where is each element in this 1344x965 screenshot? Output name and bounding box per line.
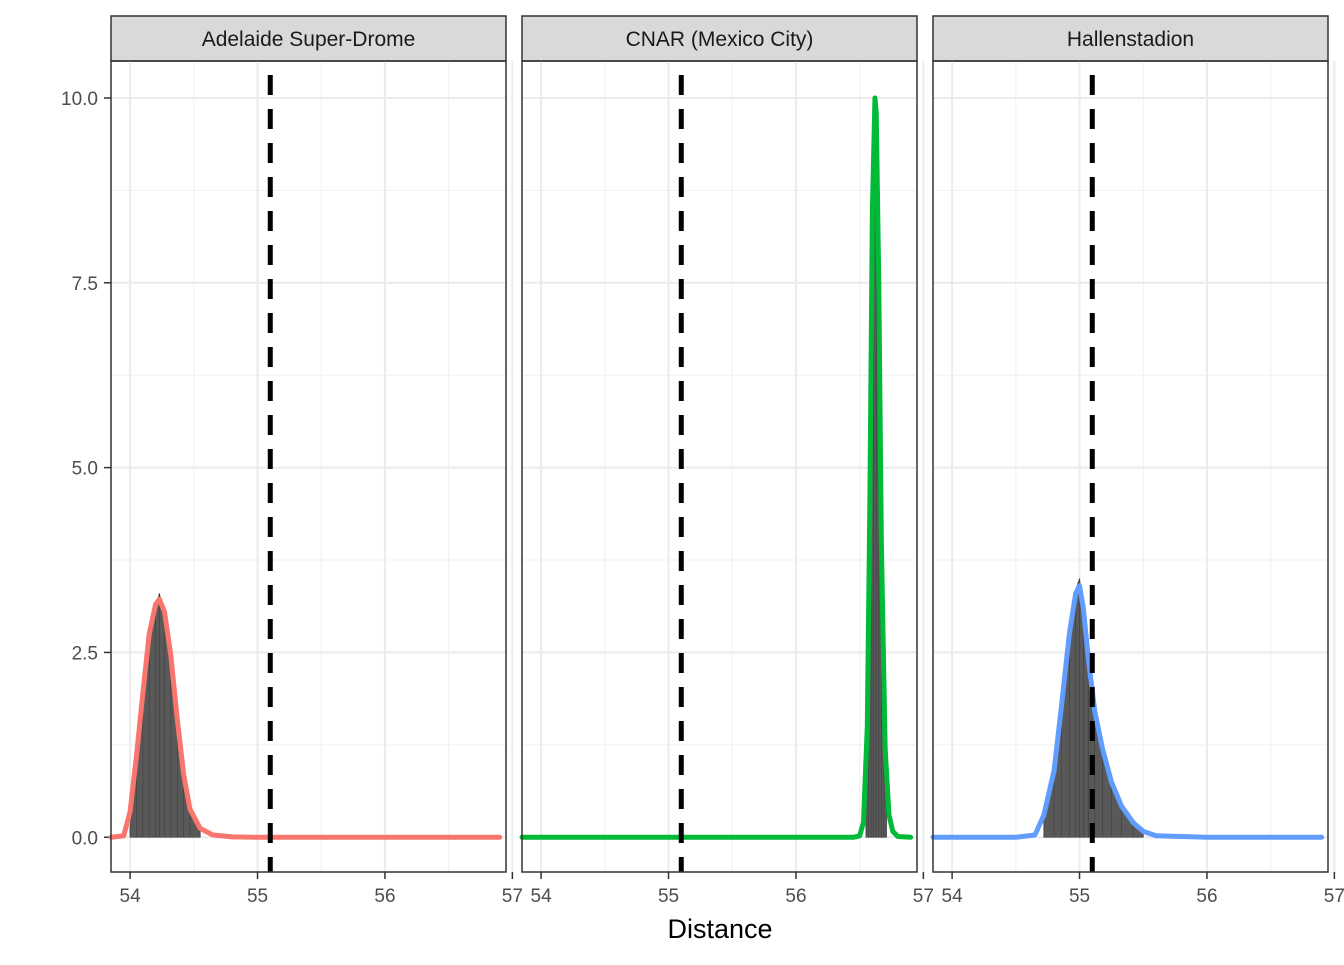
x-tick-label-1-0: 54 bbox=[531, 886, 553, 907]
x-axis-title: Distance bbox=[667, 914, 772, 944]
density-point-1-13 bbox=[878, 282, 879, 283]
y-tick-label-0: 0.0 bbox=[72, 828, 98, 849]
x-tick-label-1-1: 55 bbox=[658, 886, 679, 907]
density-point-2-16 bbox=[1133, 822, 1134, 823]
y-tick-label-1: 2.5 bbox=[72, 643, 98, 664]
x-tick-label-2-0: 54 bbox=[942, 886, 964, 907]
density-point-2-15 bbox=[1121, 806, 1122, 807]
density-point-1-14 bbox=[881, 541, 882, 542]
facet-panel-0: Adelaide Super-Drome 54 55 56 57 bbox=[111, 16, 523, 907]
y-tick-label-2: 5.0 bbox=[72, 459, 98, 480]
density-curve-2 bbox=[933, 586, 1322, 837]
density-point-1-15 bbox=[885, 748, 886, 749]
density-point-1-10 bbox=[872, 208, 873, 209]
density-point-1-2 bbox=[668, 837, 669, 838]
density-point-2-14 bbox=[1111, 781, 1112, 782]
x-tick-label-2-3: 57 bbox=[1324, 886, 1344, 907]
density-point-1-3 bbox=[732, 837, 733, 838]
x-tick-label-1-3: 57 bbox=[913, 886, 934, 907]
x-tick-label-0-3: 57 bbox=[502, 886, 523, 907]
density-point-2-2 bbox=[1015, 837, 1016, 838]
density-point-1-4 bbox=[795, 837, 796, 838]
facet-panel-2: Hallenstadion 54 55 56 57 bbox=[933, 16, 1344, 907]
density-point-0-18 bbox=[384, 837, 385, 838]
density-point-1-1 bbox=[604, 837, 605, 838]
density-point-0-11 bbox=[183, 774, 184, 775]
density-point-0-7 bbox=[159, 599, 160, 600]
density-point-0-3 bbox=[136, 755, 137, 756]
facet-title-0: Adelaide Super-Drome bbox=[202, 28, 416, 51]
facet-title-2: Hallenstadion bbox=[1067, 28, 1194, 51]
facet-title-1: CNAR (Mexico City) bbox=[626, 28, 814, 51]
density-point-0-16 bbox=[257, 837, 258, 838]
density-point-0-4 bbox=[142, 693, 143, 694]
density-point-1-18 bbox=[897, 836, 898, 837]
density-point-0-9 bbox=[170, 656, 171, 657]
facet-panel-1: CNAR (Mexico City) 54 55 56 57 bbox=[522, 16, 934, 907]
x-tick-label-0-0: 54 bbox=[120, 886, 142, 907]
density-point-1-19 bbox=[910, 837, 911, 838]
density-point-2-7 bbox=[1069, 633, 1070, 634]
density-point-0-5 bbox=[149, 633, 150, 634]
density-point-2-20 bbox=[1270, 837, 1271, 838]
density-point-0-19 bbox=[448, 837, 449, 838]
density-point-2-12 bbox=[1094, 711, 1095, 712]
density-point-2-21 bbox=[1321, 837, 1322, 838]
density-point-2-9 bbox=[1079, 585, 1080, 586]
panel-border-2 bbox=[933, 61, 1328, 872]
density-point-0-20 bbox=[499, 837, 500, 838]
density-point-1-16 bbox=[888, 815, 889, 816]
density-point-2-17 bbox=[1143, 831, 1144, 832]
x-tick-label-1-2: 56 bbox=[785, 886, 806, 907]
density-point-1-17 bbox=[892, 831, 893, 832]
x-tick-label-2-2: 56 bbox=[1196, 886, 1217, 907]
density-point-0-12 bbox=[190, 809, 191, 810]
density-point-1-8 bbox=[867, 726, 868, 727]
density-point-0-15 bbox=[232, 836, 233, 837]
density-point-2-19 bbox=[1206, 837, 1207, 838]
x-tick-label-0-1: 55 bbox=[247, 886, 268, 907]
density-point-0-6 bbox=[155, 604, 156, 605]
x-tick-label-0-2: 56 bbox=[374, 886, 395, 907]
density-point-1-11 bbox=[874, 97, 875, 98]
density-point-2-3 bbox=[1034, 835, 1035, 836]
density-point-2-6 bbox=[1061, 704, 1062, 705]
density-point-2-13 bbox=[1102, 748, 1103, 749]
density-point-0-2 bbox=[130, 811, 131, 812]
density-point-0-13 bbox=[200, 828, 201, 829]
density-point-2-8 bbox=[1075, 593, 1076, 594]
y-tick-label-3: 7.5 bbox=[72, 274, 98, 295]
density-point-1-6 bbox=[859, 835, 860, 836]
density-point-2-11 bbox=[1088, 659, 1089, 660]
density-point-0-10 bbox=[177, 718, 178, 719]
density-point-2-10 bbox=[1083, 608, 1084, 609]
density-point-2-4 bbox=[1043, 815, 1044, 816]
density-point-2-5 bbox=[1054, 770, 1055, 771]
density-point-2-18 bbox=[1155, 835, 1156, 836]
panel-border-1 bbox=[522, 61, 917, 872]
density-point-2-1 bbox=[952, 837, 953, 838]
density-point-0-14 bbox=[212, 835, 213, 836]
density-point-0-8 bbox=[164, 611, 165, 612]
density-point-0-17 bbox=[321, 837, 322, 838]
density-point-1-9 bbox=[869, 504, 870, 505]
density-point-1-7 bbox=[863, 822, 864, 823]
density-point-0-1 bbox=[123, 835, 124, 836]
density-point-1-5 bbox=[853, 837, 854, 838]
density-point-1-12 bbox=[876, 112, 877, 113]
x-tick-label-2-1: 55 bbox=[1069, 886, 1090, 907]
y-tick-label-4: 10.0 bbox=[61, 89, 98, 110]
